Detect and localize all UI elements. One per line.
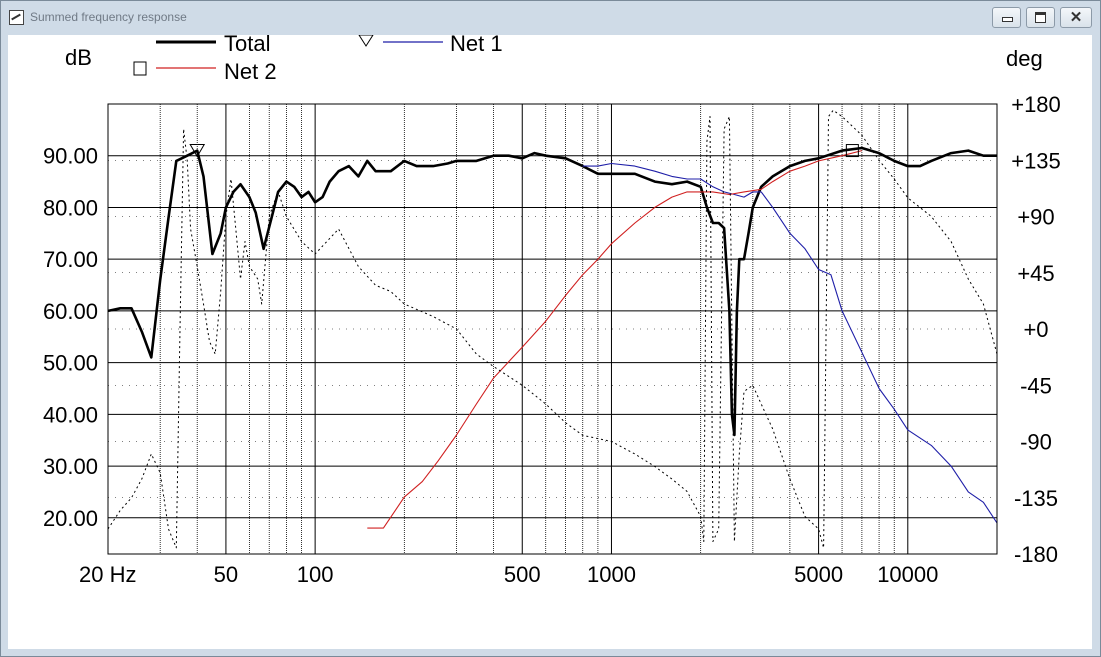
series-line-net-1 xyxy=(582,162,997,524)
y-right-tick-label: +180 xyxy=(1011,92,1061,117)
y-left-tick-label: 80.00 xyxy=(43,195,98,220)
x-tick-label: 20 Hz xyxy=(79,562,136,587)
series-line-total xyxy=(108,146,997,437)
legend-label-net2: Net 2 xyxy=(224,59,277,84)
y-left-tick-label: 20.00 xyxy=(43,506,98,531)
legend: Total Net 1 Net 2 xyxy=(133,31,503,84)
net2-square-marker xyxy=(845,144,859,158)
window-title: Summed frequency response xyxy=(30,10,187,24)
y-left-tick-label: 90.00 xyxy=(43,144,98,169)
y-left-tick-label: 30.00 xyxy=(43,454,98,479)
frequency-response-chart: dB deg Total Net 1 Net 2 90.00 80.00 70.00… xyxy=(8,31,1092,649)
x-tick-label: 10000 xyxy=(877,562,938,587)
y-left-tick-label: 60.00 xyxy=(43,299,98,324)
y-right-tick-label: -45 xyxy=(1020,373,1052,398)
legend-label-total: Total xyxy=(224,35,270,56)
y-right-tick-label: +0 xyxy=(1023,317,1048,342)
legend-label-net1: Net 1 xyxy=(450,35,503,56)
plot-frame xyxy=(107,103,998,555)
y-right-tick-label: -180 xyxy=(1014,542,1058,567)
x-tick-label: 500 xyxy=(504,562,541,587)
legend-square-marker xyxy=(133,61,147,76)
y-left-tick-label: 70.00 xyxy=(43,247,98,272)
y-right-tick-label: -135 xyxy=(1014,486,1058,511)
minimize-icon xyxy=(1002,17,1013,22)
series-line-phase xyxy=(108,109,997,549)
plot-grid xyxy=(108,103,997,555)
net1-triangle-marker xyxy=(189,144,206,158)
chart-area: dB deg Total Net 1 Net 2 90.00 80.00 70.00… xyxy=(8,31,1092,649)
maximize-button[interactable] xyxy=(1026,7,1055,28)
x-tick-label: 50 xyxy=(214,562,238,587)
app-chart-icon[interactable] xyxy=(9,10,24,25)
maximize-icon xyxy=(1035,12,1046,23)
y-right-tick-label: +45 xyxy=(1017,261,1054,286)
y-right-tick-label: +135 xyxy=(1011,148,1061,173)
series-line-net-2 xyxy=(367,150,863,529)
close-icon: ✕ xyxy=(1069,9,1083,26)
x-tick-label: 5000 xyxy=(794,562,843,587)
minimize-button[interactable] xyxy=(992,7,1021,28)
y-right-tick-label: +90 xyxy=(1017,205,1054,230)
y-left-tick-label: 50.00 xyxy=(43,351,98,376)
close-button[interactable]: ✕ xyxy=(1060,7,1092,28)
y-right-tick-label: -90 xyxy=(1020,430,1052,455)
y-left-tick-label: 40.00 xyxy=(43,402,98,427)
y-axis-right-label: deg xyxy=(1006,46,1043,71)
plot-markers xyxy=(189,144,859,158)
x-tick-label: 100 xyxy=(297,562,334,587)
plot-series xyxy=(108,109,997,549)
legend-triangle-marker xyxy=(358,34,374,47)
title-bar[interactable]: Summed frequency response ✕ xyxy=(1,1,1100,35)
y-axis-left-label: dB xyxy=(65,45,92,70)
x-tick-label: 1000 xyxy=(587,562,636,587)
tick-labels: 90.00 80.00 70.00 60.00 50.00 40.00 30.00 20.00… xyxy=(43,92,1061,587)
